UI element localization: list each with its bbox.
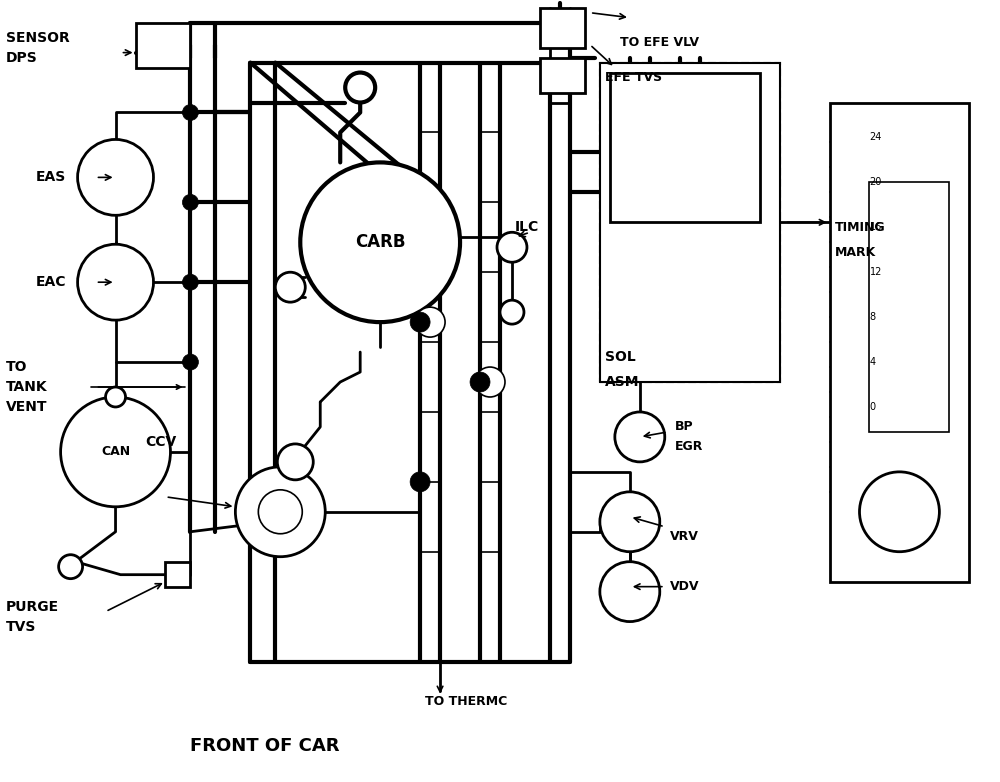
Text: PURGE: PURGE [6, 600, 59, 614]
Text: ASM: ASM [605, 375, 639, 389]
Text: FRONT OF CAR: FRONT OF CAR [190, 737, 340, 755]
Circle shape [106, 387, 126, 407]
Text: VDV: VDV [670, 580, 699, 594]
Circle shape [61, 397, 170, 507]
Bar [540, 8, 585, 48]
Circle shape [182, 105, 198, 120]
Circle shape [615, 412, 665, 462]
Text: 12: 12 [869, 267, 882, 277]
Circle shape [470, 372, 490, 392]
Bar [830, 102, 969, 582]
Text: TVS: TVS [6, 619, 36, 633]
Circle shape [600, 492, 660, 552]
Circle shape [182, 274, 198, 290]
Text: EAC: EAC [36, 275, 66, 289]
Text: 20: 20 [869, 178, 882, 188]
Text: TO THERMC: TO THERMC [425, 695, 507, 708]
Circle shape [78, 139, 153, 215]
Text: CCV: CCV [145, 435, 177, 449]
Text: VENT: VENT [6, 400, 47, 414]
Text: EAS: EAS [36, 170, 66, 185]
Text: CARB: CARB [355, 233, 405, 251]
Bar [869, 182, 949, 432]
Circle shape [300, 163, 460, 322]
Bar [136, 23, 190, 67]
Circle shape [182, 195, 198, 210]
Circle shape [497, 232, 527, 262]
Bar [610, 73, 760, 222]
Text: CAN: CAN [101, 446, 130, 458]
Circle shape [59, 554, 83, 579]
Bar [600, 63, 780, 382]
Text: EFE TVS: EFE TVS [605, 71, 662, 84]
Circle shape [410, 472, 430, 492]
Text: TANK: TANK [6, 380, 47, 394]
Text: TO: TO [6, 360, 27, 374]
Text: EGR: EGR [675, 440, 703, 454]
Circle shape [78, 244, 153, 320]
Text: 8: 8 [869, 312, 876, 322]
Circle shape [410, 312, 430, 332]
Bar [600, 63, 780, 382]
Circle shape [277, 444, 313, 480]
Text: ILC: ILC [515, 221, 539, 235]
Circle shape [860, 472, 939, 552]
Circle shape [475, 367, 505, 397]
Text: VRV: VRV [670, 530, 699, 543]
Text: SENSOR: SENSOR [6, 30, 69, 45]
Text: TO EFE VLV: TO EFE VLV [620, 36, 699, 49]
Text: 0: 0 [869, 402, 876, 412]
Text: 16: 16 [869, 222, 882, 232]
Circle shape [415, 307, 445, 337]
Text: 4: 4 [869, 357, 876, 367]
Bar [540, 58, 585, 92]
Text: MARK: MARK [835, 246, 876, 259]
Text: BP: BP [675, 421, 693, 433]
Circle shape [345, 73, 375, 102]
Text: SOL: SOL [605, 350, 636, 364]
Text: DPS: DPS [6, 51, 37, 65]
Circle shape [182, 354, 198, 370]
Circle shape [600, 561, 660, 622]
Circle shape [235, 467, 325, 557]
Text: 24: 24 [869, 132, 882, 142]
Text: TIMING: TIMING [835, 221, 885, 234]
Circle shape [275, 272, 305, 302]
Circle shape [500, 300, 524, 324]
Circle shape [258, 490, 302, 534]
Bar [165, 561, 190, 586]
